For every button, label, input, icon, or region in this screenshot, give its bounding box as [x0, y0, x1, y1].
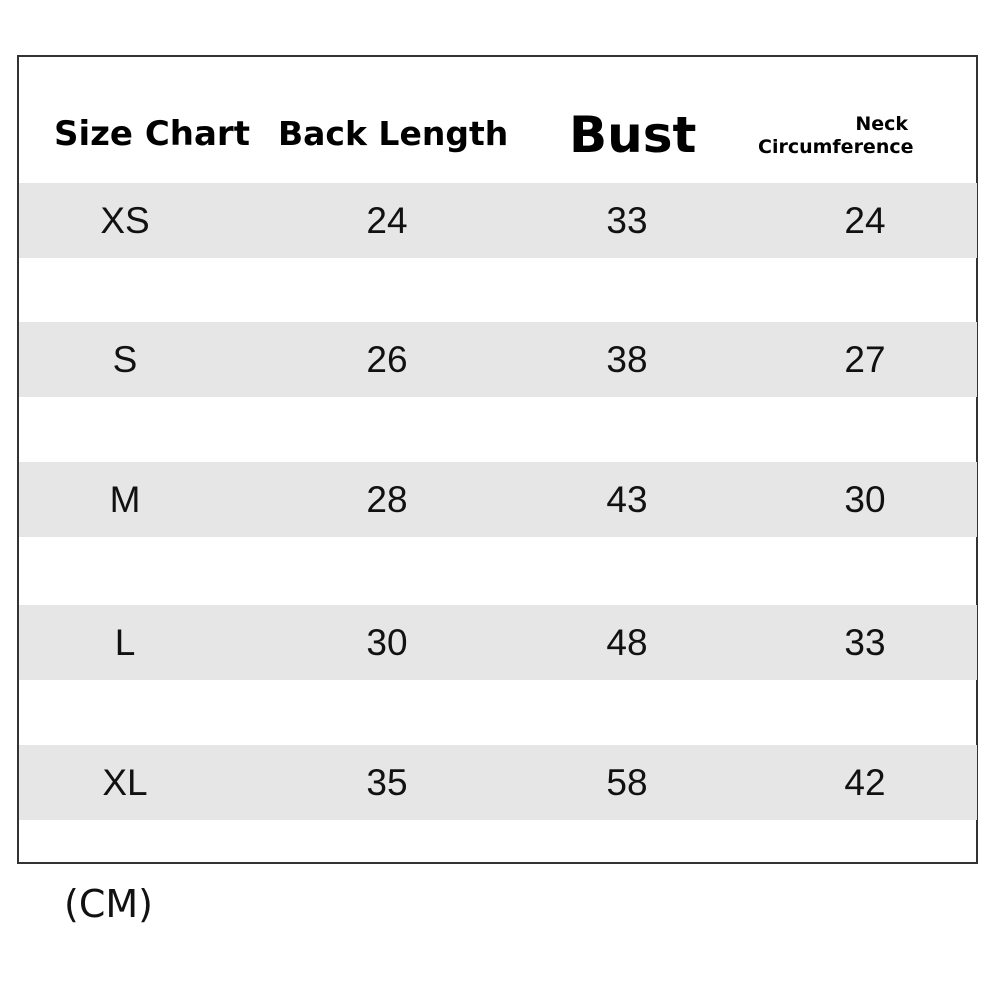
header-neck-circumference: Neck Circumference — [758, 113, 914, 158]
cell-size: XS — [100, 200, 150, 241]
cell-size: L — [114, 622, 136, 663]
table-row-band — [19, 605, 977, 680]
cell-neck-circumference: 33 — [844, 622, 886, 663]
cell-bust: 38 — [606, 339, 648, 380]
size-chart-frame — [17, 55, 978, 864]
cell-neck-circumference: 30 — [844, 479, 886, 520]
cell-size: XL — [102, 762, 148, 803]
cell-back-length: 35 — [366, 762, 408, 803]
cell-neck-circumference: 42 — [844, 762, 886, 803]
cell-bust: 58 — [606, 762, 648, 803]
cell-back-length: 24 — [366, 200, 408, 241]
cell-size: S — [112, 339, 138, 380]
cell-bust: 43 — [606, 479, 648, 520]
header-size-chart: Size Chart — [54, 114, 250, 154]
table-row-band — [19, 745, 977, 820]
table-row-band — [19, 462, 977, 537]
cell-size: M — [109, 479, 141, 520]
header-back-length: Back Length — [278, 114, 509, 153]
header-bust: Bust — [569, 106, 697, 164]
cell-bust: 33 — [606, 200, 648, 241]
table-row-band — [19, 183, 977, 258]
cell-back-length: 28 — [366, 479, 408, 520]
cell-bust: 48 — [606, 622, 648, 663]
table-row-band — [19, 322, 977, 397]
cell-back-length: 30 — [366, 622, 408, 663]
cell-back-length: 26 — [366, 339, 408, 380]
unit-label: (CM) — [64, 882, 153, 926]
cell-neck-circumference: 27 — [844, 339, 886, 380]
cell-neck-circumference: 24 — [844, 200, 886, 241]
